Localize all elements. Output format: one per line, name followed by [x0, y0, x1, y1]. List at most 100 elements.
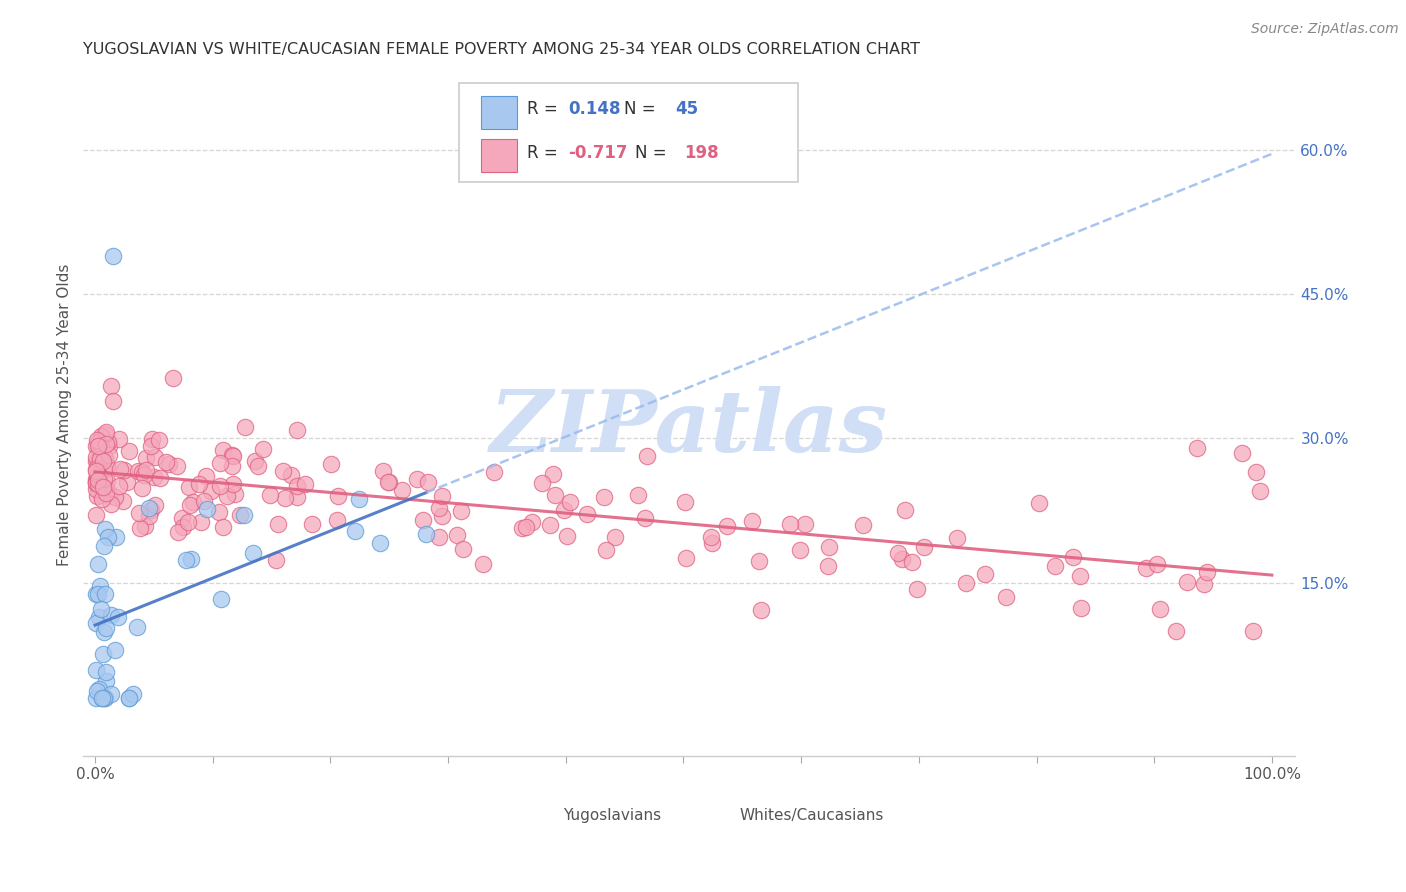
Point — [94, 690, 117, 705]
Point — [1164, 624, 1187, 638]
Point — [177, 515, 200, 529]
Point — [93, 451, 115, 466]
Point — [673, 494, 696, 508]
Point — [84, 475, 107, 489]
Text: Whites/Caucasians: Whites/Caucasians — [740, 808, 883, 823]
Point — [538, 517, 561, 532]
Point — [84, 475, 107, 489]
Point — [575, 507, 598, 521]
Point — [84, 587, 107, 601]
Point — [603, 530, 626, 544]
Point — [96, 485, 118, 500]
Point — [132, 468, 155, 483]
Point — [531, 476, 554, 491]
Point — [93, 625, 115, 640]
Point — [1146, 557, 1168, 571]
Point — [634, 511, 657, 525]
Point — [852, 517, 875, 532]
Text: 45: 45 — [675, 100, 697, 118]
Point — [751, 603, 773, 617]
Point — [93, 539, 115, 553]
Point — [103, 393, 125, 408]
Point — [406, 472, 429, 486]
Point — [121, 687, 143, 701]
Point — [285, 479, 308, 493]
Point — [748, 554, 770, 568]
Point — [98, 448, 121, 462]
Point — [430, 489, 453, 503]
Point — [553, 503, 575, 517]
Point — [391, 483, 413, 497]
Point — [233, 508, 256, 522]
Point — [1043, 558, 1066, 573]
Text: R =: R = — [527, 145, 562, 162]
Point — [1175, 575, 1198, 590]
Point — [224, 487, 246, 501]
Point — [271, 464, 294, 478]
Point — [103, 249, 125, 263]
Point — [127, 464, 149, 478]
Point — [87, 480, 110, 494]
Point — [955, 575, 977, 590]
Text: Yugoslavians: Yugoslavians — [564, 808, 661, 823]
Point — [451, 542, 474, 557]
Point — [264, 553, 287, 567]
Point — [221, 459, 243, 474]
Point — [700, 530, 723, 544]
FancyBboxPatch shape — [520, 806, 554, 825]
Point — [118, 690, 141, 705]
Point — [166, 459, 188, 474]
Point — [89, 475, 111, 490]
Point — [93, 462, 115, 476]
Point — [1070, 600, 1092, 615]
Point — [217, 489, 239, 503]
Point — [97, 434, 120, 449]
Point — [779, 517, 801, 532]
Point — [90, 488, 112, 502]
Point — [176, 553, 198, 567]
Point — [87, 558, 110, 572]
Point — [555, 529, 578, 543]
Point — [818, 540, 841, 554]
Point — [1135, 561, 1157, 575]
Point — [84, 473, 107, 487]
Point — [716, 519, 738, 533]
Point — [200, 483, 222, 498]
Point — [415, 527, 437, 541]
Text: ZIPatlas: ZIPatlas — [491, 386, 889, 470]
Point — [94, 522, 117, 536]
Point — [195, 502, 218, 516]
Point — [1230, 446, 1253, 460]
Point — [100, 378, 122, 392]
Point — [418, 475, 440, 489]
Point — [626, 488, 648, 502]
Text: N =: N = — [624, 100, 661, 118]
Point — [141, 432, 163, 446]
Point — [208, 505, 231, 519]
Point — [93, 473, 115, 487]
Point — [294, 476, 316, 491]
Point — [90, 491, 112, 506]
Point — [789, 542, 811, 557]
Point — [96, 459, 118, 474]
Point — [112, 463, 135, 477]
Point — [86, 433, 108, 447]
Point — [994, 590, 1017, 604]
Point — [1192, 577, 1215, 591]
Point — [84, 462, 107, 476]
Point — [208, 479, 231, 493]
Point — [89, 483, 111, 497]
Point — [100, 687, 122, 701]
Point — [347, 491, 370, 506]
Point — [90, 602, 112, 616]
Point — [243, 454, 266, 468]
Point — [87, 456, 110, 470]
Point — [1062, 549, 1084, 564]
Point — [98, 486, 121, 500]
Point — [107, 479, 129, 493]
Point — [377, 475, 399, 489]
Point — [90, 439, 112, 453]
Text: YUGOSLAVIAN VS WHITE/CAUCASIAN FEMALE POVERTY AMONG 25-34 YEAR OLDS CORRELATION : YUGOSLAVIAN VS WHITE/CAUCASIAN FEMALE PO… — [83, 42, 921, 57]
Point — [94, 427, 117, 442]
Point — [143, 470, 166, 484]
